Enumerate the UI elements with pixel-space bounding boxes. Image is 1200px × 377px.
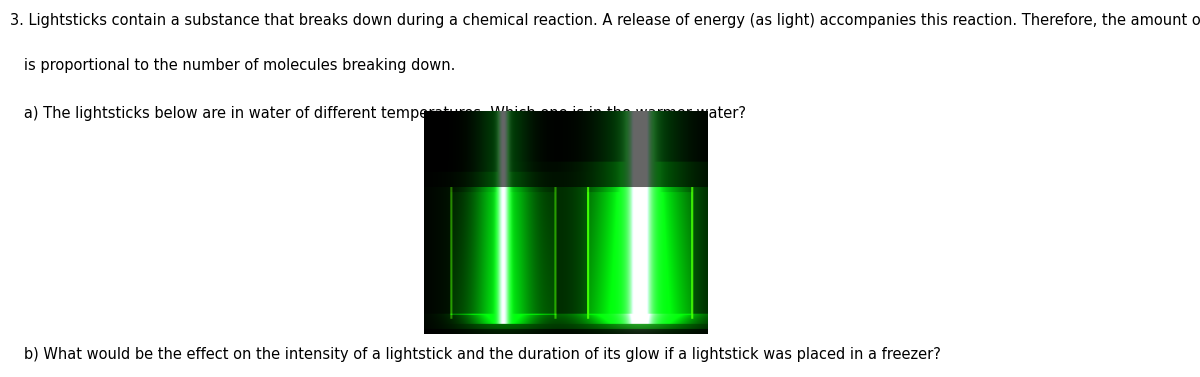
Text: 3. Lightsticks contain a substance that breaks down during a chemical reaction. : 3. Lightsticks contain a substance that … [10,13,1200,28]
Text: a) The lightsticks below are in water of different temperatures. Which one is in: a) The lightsticks below are in water of… [10,106,745,121]
Text: is proportional to the number of molecules breaking down.: is proportional to the number of molecul… [10,58,455,74]
Text: b) What would be the effect on the intensity of a lightstick and the duration of: b) What would be the effect on the inten… [10,347,941,362]
